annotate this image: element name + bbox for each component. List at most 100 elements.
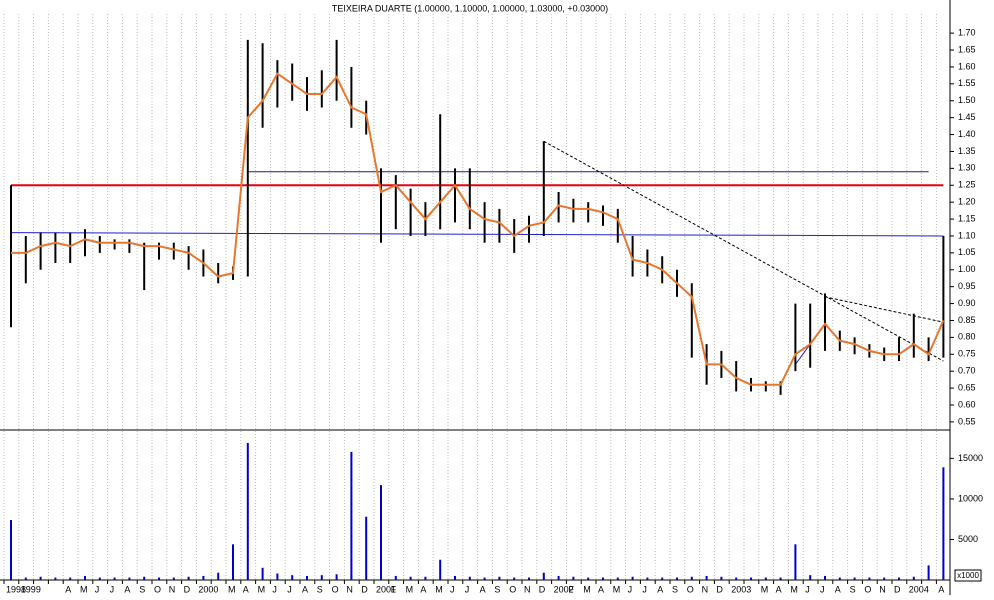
- y-tick-label: 0.60: [958, 399, 976, 409]
- volume-bar: [113, 577, 116, 580]
- x-tick-label: A: [657, 584, 663, 594]
- x-tick-label: M: [435, 584, 443, 594]
- x-tick-label: O: [332, 584, 339, 594]
- volume-bar: [898, 577, 900, 580]
- volume-bar: [602, 577, 604, 580]
- volume-bar: [380, 485, 382, 580]
- y-tick-label: 1.05: [958, 247, 976, 257]
- x-tick-label: N: [169, 584, 176, 594]
- volume-bar: [868, 577, 871, 580]
- unit-box: [954, 569, 982, 582]
- y-tick-label: 1.10: [958, 230, 976, 240]
- y-tick-label: 0.55: [958, 416, 976, 426]
- volume-bar: [883, 577, 886, 580]
- x-tick-label: S: [139, 584, 145, 594]
- volume-bar: [572, 576, 575, 580]
- x-tick-label: J: [805, 584, 810, 594]
- volume-bar: [824, 575, 826, 580]
- volume-bar: [187, 576, 190, 580]
- volume-bar: [912, 576, 915, 580]
- volume-bar: [853, 577, 856, 580]
- x-tick-label: J: [628, 584, 633, 594]
- volume-bar: [468, 576, 471, 580]
- x-tick-label: S: [850, 584, 856, 594]
- volume-bar: [69, 577, 72, 580]
- x-tick-label: A: [302, 584, 308, 594]
- x-tick-label: D: [184, 584, 191, 594]
- volume-unit: x1000: [957, 571, 979, 580]
- volume-bar: [690, 576, 693, 580]
- y-tick-label: 0.80: [958, 332, 976, 342]
- volume-bar: [335, 574, 338, 580]
- x-tick-label: A: [776, 584, 782, 594]
- x-tick-label: O: [687, 584, 694, 594]
- volume-bar: [217, 572, 220, 580]
- volume-bar: [232, 544, 234, 580]
- volume-bar: [498, 576, 501, 580]
- x-tick-label: M: [583, 584, 591, 594]
- x-tick-label: N: [346, 584, 353, 594]
- x-tick-label: D: [894, 584, 901, 594]
- y-tick-label: 1.45: [958, 112, 976, 122]
- y-tick-label: 0.70: [958, 366, 976, 376]
- y-tick-label: 1.15: [958, 213, 976, 223]
- x-tick-label: F: [568, 584, 574, 594]
- x-tick-label: A: [65, 584, 71, 594]
- x-tick-label: A: [835, 584, 841, 594]
- y-tick-label: 1.25: [958, 180, 976, 190]
- volume-bar: [172, 577, 175, 580]
- volume-bar: [306, 575, 308, 580]
- volume-bar: [128, 577, 131, 580]
- close-line: [11, 72, 945, 386]
- trend-line: [543, 140, 944, 362]
- volume-bar: [542, 572, 545, 580]
- volume-bar: [809, 575, 812, 580]
- volume-bar: [394, 575, 397, 580]
- y-tick-label: 1.35: [958, 146, 976, 156]
- y-tick-label: 1.30: [958, 163, 976, 173]
- volume-bar: [39, 576, 42, 580]
- volume-bar: [705, 575, 708, 580]
- x-tick-label: D: [539, 584, 546, 594]
- volume-bar: [202, 575, 205, 580]
- chart-title: TEIXEIRA DUARTE (1.00000, 1.10000, 1.000…: [332, 3, 608, 13]
- x-tick-label: A: [938, 584, 944, 594]
- y-tick-label: 1.40: [958, 129, 976, 139]
- volume-bar: [98, 577, 101, 580]
- volume-bar: [764, 577, 767, 580]
- x-tick-label: 2003: [731, 584, 751, 594]
- x-tick-label: J: [95, 584, 100, 594]
- volume-bar: [720, 576, 723, 580]
- volume-tick-label: 10000: [958, 493, 983, 503]
- volume-bar: [158, 577, 160, 580]
- x-tick-label: J: [110, 584, 115, 594]
- x-tick-label: O: [509, 584, 516, 594]
- volume-bar: [794, 544, 797, 580]
- volume-bar: [54, 577, 57, 580]
- volume-bar: [616, 577, 619, 580]
- x-tick-label: S: [494, 584, 500, 594]
- x-tick-label: J: [642, 584, 647, 594]
- x-tick-label: 2002: [554, 584, 574, 594]
- volume-bar: [350, 451, 353, 580]
- volume-bar: [676, 577, 678, 580]
- volume-bar: [261, 567, 264, 580]
- x-tick-label: M: [228, 584, 236, 594]
- volume-bar: [942, 467, 945, 580]
- volume-bar: [646, 577, 649, 580]
- volume-bar: [276, 573, 279, 580]
- trend-line: [824, 296, 944, 323]
- volume-bar: [143, 576, 146, 580]
- volume-bar: [927, 565, 930, 580]
- x-tick-label: 1998: [6, 584, 26, 594]
- trend-line: [10, 232, 944, 237]
- x-tick-label: J: [450, 584, 455, 594]
- volume-bar: [291, 575, 294, 580]
- volume-bar: [631, 576, 634, 580]
- volume-bar: [454, 575, 456, 580]
- volume-bar: [320, 575, 323, 580]
- y-tick-label: 1.65: [958, 44, 976, 54]
- y-tick-label: 0.85: [958, 315, 976, 325]
